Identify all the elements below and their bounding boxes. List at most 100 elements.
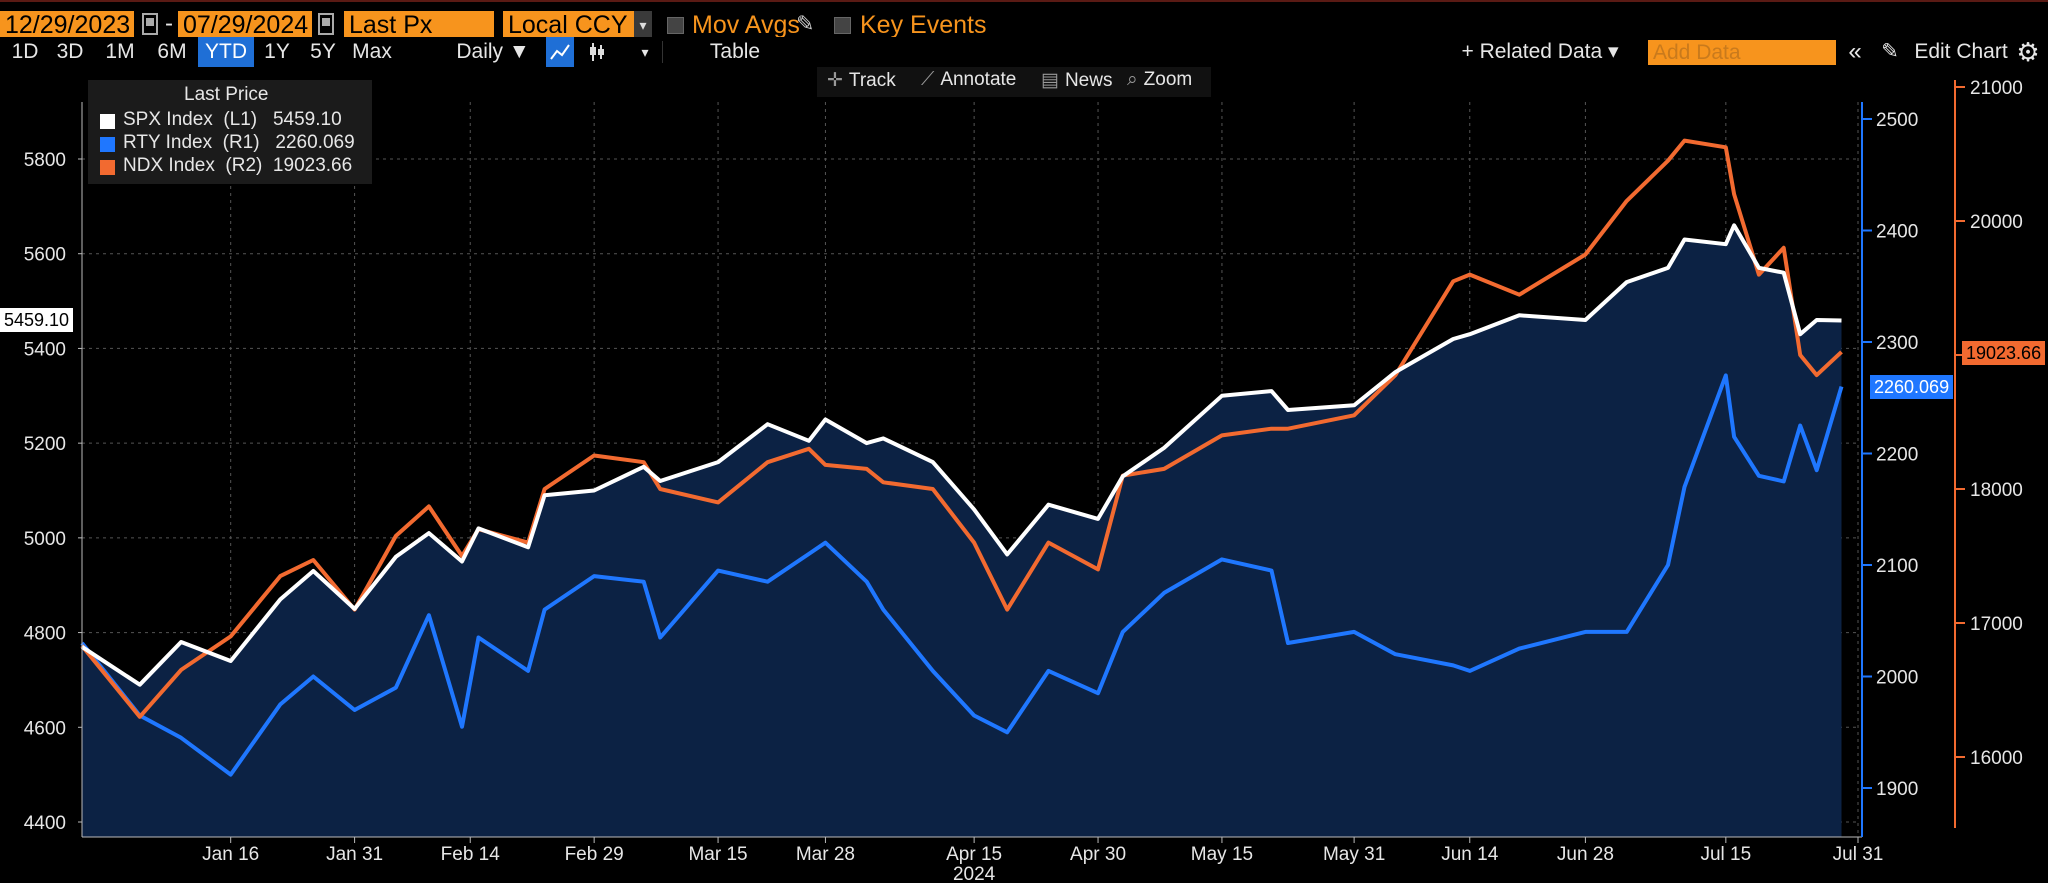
y-tick-label-r2: 20000 [1970,212,2023,233]
spx-line[interactable] [80,223,1842,687]
x-tick-label: Jun 28 [1557,844,1614,865]
y-tick-label-r1: 2000 [1876,668,1918,689]
y-tick-label-left: 4400 [24,813,66,834]
x-tick-label: May 15 [1191,844,1253,865]
period-button-1m[interactable]: 1M [105,40,135,63]
track-tool[interactable]: ✛ Track [827,69,896,92]
y-tick-label-left: 5200 [24,434,66,455]
period-button-6m[interactable]: 6M [157,40,187,63]
x-tick-label: Mar 28 [796,844,855,865]
x-tick-label: Feb 14 [441,844,501,865]
chart-tools-bar: ✛ Track ⟋ Annotate ▤ News ⌕ Zoom [817,67,1211,97]
rty-last-price-tag: 2260.069 [1870,375,1954,399]
period-button-1d[interactable]: 1D [11,40,39,63]
annotate-tool[interactable]: ⟋ Annotate [921,69,1016,91]
track-label: Track [848,70,896,91]
period-toolbar: 1D 3D 1M 6M YTD 1Y 5Y Max Daily ▼ ▾ Table + Rel… [0,37,2048,67]
spx-area [82,225,1842,838]
series-lines [80,138,1844,777]
mov-avgs-checkbox[interactable] [667,17,684,34]
candlestick-icon[interactable] [580,37,614,67]
end-date-field[interactable]: 07/29/2024 [178,11,312,39]
x-year-label: 2024 [953,864,996,883]
calendar-icon[interactable] [142,13,158,35]
price-chart[interactable]: 4400 4600 4800 5000 5200 5400 5600 5800 1900 2000… [0,67,2048,883]
x-tick-label: May 31 [1323,844,1385,865]
y-tick-label-left: 5400 [24,339,66,360]
pencil-icon[interactable]: ✎ [1881,40,1899,63]
edit-chart-button[interactable]: Edit Chart [1914,40,2008,63]
crosshair-icon: ✛ [827,70,843,91]
x-tick-label: Feb 29 [565,844,624,865]
pencil-icon[interactable]: ✎ [796,11,815,36]
y-tick-label-left: 5600 [24,245,66,266]
y-tick-label-r1: 2300 [1876,333,1918,354]
frequency-dropdown[interactable]: Daily ▼ [456,40,530,63]
table-button[interactable]: Table [709,40,761,63]
period-button-3d[interactable]: 3D [56,40,84,63]
line-chart-icon[interactable] [546,37,574,67]
mov-avgs-label[interactable]: Mov Avgs [692,11,800,39]
legend: Last Price SPX Index (L1) 5459.10 RTY In… [88,80,372,184]
key-events-label[interactable]: Key Events [860,11,987,39]
x-tick-label: Mar 15 [688,844,747,865]
settings-icon[interactable]: ⚙ [2016,37,2040,67]
period-button-ytd[interactable]: YTD [198,37,254,67]
key-events-checkbox[interactable] [834,17,851,34]
calendar-icon[interactable] [318,13,334,35]
y-tick-label-r1: 2500 [1876,110,1918,131]
news-label: News [1064,70,1113,91]
period-button-1y[interactable]: 1Y [264,40,290,63]
legend-row-rty: RTY Index (R1) 2260.069 [123,132,355,153]
start-date-field[interactable]: 12/29/2023 [0,11,134,39]
zoom-tool[interactable]: ⌕ Zoom [1127,69,1192,91]
ndx-last-price-tag: 19023.66 [1962,341,2046,365]
date-separator: - [165,10,173,37]
spx-last-price-tag: 5459.10 [0,308,74,332]
x-tick-label: Jun 14 [1441,844,1498,865]
legend-swatch-ndx [100,160,115,175]
news-icon: ▤ [1041,70,1059,91]
y-tick-label-left: 5800 [24,150,66,171]
x-tick-label: Jul 15 [1700,844,1751,865]
collapse-icon[interactable]: « [1848,38,1862,65]
axes: 4400 4600 4800 5000 5200 5400 5600 5800 1900 2000… [24,78,2023,883]
legend-swatch-rty [100,137,115,152]
add-data-input[interactable]: Add Data [1648,40,1836,65]
chart-type-dropdown-icon[interactable]: ▾ [641,44,649,60]
legend-title: Last Price [184,84,269,105]
period-button-max[interactable]: Max [352,40,392,63]
zoom-label: Zoom [1143,69,1193,90]
period-button-5y[interactable]: 5Y [310,40,336,63]
zoom-icon: ⌕ [1127,69,1138,90]
currency-dropdown-icon[interactable]: ▾ [634,11,652,39]
field-selector[interactable]: Last Px [344,11,494,39]
x-tick-label: Jul 31 [1833,844,1884,865]
y-tick-label-left: 4600 [24,718,66,739]
x-tick-label: Jan 16 [202,844,259,865]
y-tick-label-r1: 2400 [1876,222,1918,243]
y-tick-label-r1: 2200 [1876,445,1918,466]
legend-row-spx: SPX Index (L1) 5459.10 [123,109,342,130]
legend-swatch-spx [100,114,115,129]
divider [662,41,663,63]
y-tick-label-r1: 2100 [1876,556,1918,577]
y-tick-label-r2: 18000 [1970,480,2023,501]
legend-row-ndx: NDX Index (R2) 19023.66 [123,155,353,176]
annotate-label: Annotate [940,69,1017,90]
y-tick-label-left: 4800 [24,624,66,645]
y-tick-label-left: 5000 [24,529,66,550]
currency-selector[interactable]: Local CCY [503,11,637,39]
news-tool[interactable]: ▤ News [1041,69,1112,92]
y-tick-label-r2: 21000 [1970,78,2023,99]
x-tick-label: Jan 31 [326,844,383,865]
chart-settings-toolbar: 12/29/2023 - 07/29/2024 Last Px Local CC… [0,0,2048,42]
related-data-button[interactable]: + Related Data ▾ [1461,40,1619,63]
y-tick-label-r2: 16000 [1970,748,2023,769]
y-tick-label-r2: 17000 [1970,614,2023,635]
spx-area-fill [82,225,1842,838]
annotate-icon: ⟋ [921,69,935,90]
rty-line[interactable] [80,373,1844,777]
ndx-line[interactable] [80,138,1843,719]
